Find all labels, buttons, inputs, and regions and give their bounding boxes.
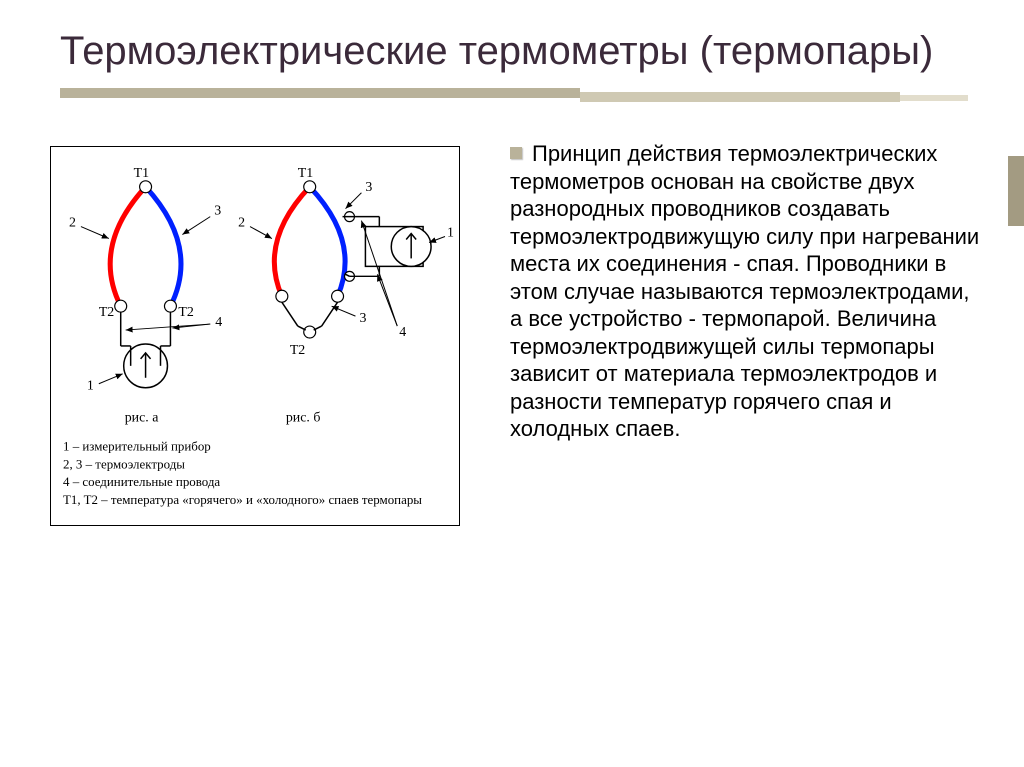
label-T2-a-right: T2 bbox=[178, 305, 193, 320]
side-accent bbox=[1008, 156, 1024, 226]
label-T2-a-left: T2 bbox=[99, 305, 114, 320]
label-T1-b: T1 bbox=[298, 166, 313, 181]
caption-b: рис. б bbox=[286, 411, 321, 426]
label-3-b-top: 3 bbox=[365, 180, 372, 195]
caption-a: рис. а bbox=[125, 411, 159, 426]
label-2-b: 2 bbox=[238, 216, 245, 231]
title-underline bbox=[60, 88, 1024, 102]
label-3-b-bot: 3 bbox=[359, 311, 366, 326]
legend-3: 4 – соединительные провода bbox=[63, 474, 220, 489]
label-3-a: 3 bbox=[214, 204, 221, 219]
label-T2-b: T2 bbox=[290, 343, 305, 358]
label-4-a: 4 bbox=[215, 315, 222, 330]
legend-4: T1, T2 – температура «горячего» и «холод… bbox=[63, 492, 422, 507]
diagram-column: T1 T2 T2 2 3 4 1 рис. а bbox=[50, 122, 490, 526]
label-T1-a: T1 bbox=[134, 166, 149, 181]
label-4-b: 4 bbox=[399, 325, 406, 340]
bullet-icon bbox=[510, 147, 522, 159]
label-2-a: 2 bbox=[69, 216, 76, 231]
legend-2: 2, 3 – термоэлектроды bbox=[63, 456, 185, 471]
label-1-a: 1 bbox=[87, 379, 94, 394]
title-block: Термоэлектрические термометры (термопары… bbox=[0, 0, 1024, 82]
text-column: Принцип действия термоэлектрических терм… bbox=[510, 122, 994, 526]
thermocouple-diagram: T1 T2 T2 2 3 4 1 рис. а bbox=[51, 147, 459, 525]
page-title: Термоэлектрические термометры (термопары… bbox=[60, 28, 964, 74]
legend-1: 1 – измерительный прибор bbox=[63, 438, 211, 453]
body-text: Принцип действия термоэлектрических терм… bbox=[510, 141, 979, 441]
content-row: T1 T2 T2 2 3 4 1 рис. а bbox=[0, 102, 1024, 526]
diagram-box: T1 T2 T2 2 3 4 1 рис. а bbox=[50, 146, 460, 526]
label-1-b: 1 bbox=[447, 226, 454, 241]
